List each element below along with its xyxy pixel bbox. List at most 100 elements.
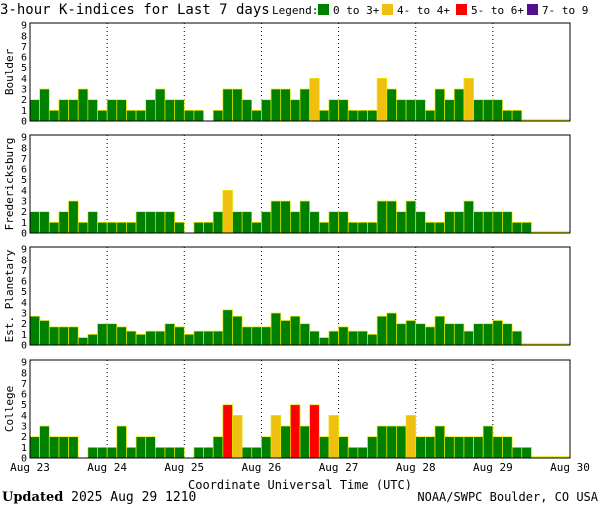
kp-bar — [116, 425, 127, 459]
kp-bar — [482, 99, 494, 122]
legend-swatch — [527, 4, 538, 15]
kp-bar — [39, 425, 50, 459]
kp-bar — [367, 436, 378, 459]
kp-bar — [299, 323, 310, 346]
kp-bar — [280, 425, 291, 459]
kp-bar — [328, 99, 339, 122]
kp-bar — [318, 337, 330, 346]
kp-bar — [241, 326, 253, 346]
kp-bar — [347, 330, 359, 346]
kp-bar — [376, 315, 388, 346]
kp-bar — [453, 436, 465, 459]
kp-bar — [164, 211, 175, 234]
kp-bar — [396, 211, 407, 234]
kp-bar — [77, 337, 89, 346]
kp-bar — [29, 436, 40, 459]
x-tick-label: Aug 25 — [164, 461, 204, 474]
kp-bar — [511, 222, 523, 234]
kp-bar — [280, 200, 291, 234]
chart-panels: 0123456789Boulder0123456789Fredericksbur… — [3, 21, 571, 465]
y-tick-label: 7 — [21, 379, 27, 390]
kp-bar — [106, 323, 118, 346]
kp-bar — [367, 109, 378, 122]
y-tick-label: 2 — [21, 319, 27, 330]
y-tick-label: 4 — [21, 186, 27, 197]
kp-bar — [135, 109, 147, 122]
y-tick-label: 3 — [21, 197, 27, 208]
kp-bar — [251, 109, 262, 122]
kp-bar — [290, 315, 301, 346]
kp-bar — [222, 88, 233, 122]
footer-updated: Updated 2025 Aug 29 1210 — [2, 490, 196, 505]
kp-bar — [338, 211, 349, 234]
kp-bar — [116, 222, 127, 234]
kp-bar — [434, 315, 445, 346]
kp-bar — [444, 436, 455, 459]
kp-bar — [367, 222, 378, 234]
y-tick-label: 1 — [21, 330, 27, 341]
kp-bar — [415, 436, 426, 459]
kp-bar — [290, 404, 301, 459]
y-tick-label: 0 — [21, 229, 27, 240]
chart-title: 3-hour K-indices for Last 7 days — [0, 2, 270, 18]
kp-bar — [126, 330, 137, 346]
kp-bar — [415, 99, 426, 122]
kp-bar — [183, 334, 195, 346]
y-tick-label: 8 — [21, 368, 27, 379]
kp-bar — [48, 436, 60, 459]
kp-bar — [261, 326, 272, 346]
kp-bar — [116, 326, 127, 346]
kp-bar — [309, 330, 320, 346]
y-tick-label: 4 — [21, 298, 27, 309]
kp-bar — [174, 447, 185, 459]
kp-bar — [183, 109, 195, 122]
y-tick-label: 2 — [21, 95, 27, 106]
kp-bar — [434, 425, 445, 459]
kp-bar — [155, 330, 166, 346]
y-tick-label: 6 — [21, 165, 27, 176]
kp-bar — [425, 109, 436, 122]
kp-bar — [29, 211, 40, 234]
station-label: College — [3, 386, 16, 432]
kp-bar — [193, 109, 204, 122]
kp-bar — [222, 404, 233, 459]
kp-bar — [126, 222, 137, 234]
kp-bar — [463, 200, 474, 234]
kp-bar — [155, 211, 166, 234]
kp-bar — [318, 109, 330, 122]
kp-bar — [126, 109, 137, 122]
panel-frame — [29, 359, 571, 459]
kp-bar — [425, 222, 436, 234]
kp-bar — [444, 211, 455, 234]
x-axis-label: Coordinate Universal Time (UTC) — [188, 478, 412, 490]
kp-bar — [396, 323, 407, 346]
kp-bar — [521, 222, 532, 234]
legend-title: Legend: — [272, 4, 318, 17]
kp-bar — [357, 447, 368, 459]
kp-bar — [155, 447, 166, 459]
kp-bar — [328, 415, 339, 459]
panel-frame — [29, 246, 571, 346]
kp-bar — [251, 222, 262, 234]
kp-bar — [425, 436, 436, 459]
kp-bar — [212, 109, 224, 122]
y-tick-label: 1 — [21, 106, 27, 117]
y-tick-label: 5 — [21, 175, 27, 186]
kp-bar — [48, 326, 60, 346]
y-tick-label: 7 — [21, 42, 27, 53]
legend-swatch — [382, 4, 393, 15]
kp-bar — [357, 222, 368, 234]
kp-bar — [502, 211, 513, 234]
kp-bar — [309, 78, 320, 122]
kp-bar — [415, 211, 426, 234]
y-tick-label: 3 — [21, 422, 27, 433]
kp-bar — [135, 334, 147, 346]
kp-bar — [357, 109, 368, 122]
legend-swatch — [456, 4, 467, 15]
kp-bar — [492, 320, 503, 346]
kp-bar — [77, 222, 89, 234]
y-tick-label: 5 — [21, 63, 27, 74]
kp-bar — [87, 334, 98, 346]
kp-bar — [328, 330, 339, 346]
kp-bar — [482, 425, 494, 459]
